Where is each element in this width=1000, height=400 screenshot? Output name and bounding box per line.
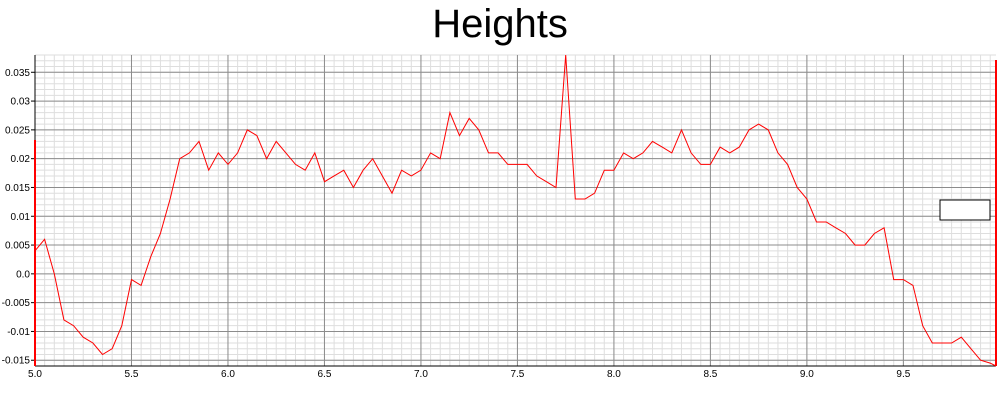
- major-grid: [35, 55, 996, 366]
- y-tick-label: 0.0: [16, 269, 30, 280]
- x-tick-label: 6.0: [221, 369, 235, 380]
- series-layer: [34, 54, 997, 367]
- y-tick-label: 0.02: [11, 154, 31, 165]
- series-line: [34, 54, 997, 367]
- y-tick-label: 0.03: [11, 97, 31, 108]
- x-tick-label: 9.0: [800, 369, 814, 380]
- y-tick-label: 0.005: [5, 241, 30, 252]
- y-tick-label: 0.01: [11, 212, 31, 223]
- x-tick-label: 8.0: [607, 369, 621, 380]
- y-tick-label: -0.015: [2, 356, 31, 367]
- x-tick-label: 7.5: [510, 369, 524, 380]
- x-tick-label: 8.5: [703, 369, 717, 380]
- chart-title: Heights: [432, 2, 568, 46]
- y-tick-label: -0.005: [2, 298, 31, 309]
- x-tick-label: 9.5: [896, 369, 910, 380]
- y-tick-labels: 0.035 0.03 0.025 0.02 0.015 0.01 0.005 0.0 -0.00…: [2, 68, 31, 367]
- y-tick-label: 0.035: [5, 68, 30, 79]
- x-tick-label: 5.5: [125, 369, 139, 380]
- x-tick-labels: 5.0 5.5 6.0 6.5 7.0 7.5 8.0 8.5 9.0 9.5: [28, 369, 911, 380]
- minor-grid: [34, 54, 996, 367]
- y-tick-label: -0.01: [7, 327, 30, 338]
- x-tick-label: 5.0: [28, 369, 42, 380]
- x-tick-label: 7.0: [414, 369, 428, 380]
- y-tick-label: 0.025: [5, 125, 30, 136]
- legend-box: [939, 199, 991, 221]
- x-tick-label: 6.5: [318, 369, 332, 380]
- axes: [31, 55, 997, 367]
- y-tick-label: 0.015: [5, 183, 30, 194]
